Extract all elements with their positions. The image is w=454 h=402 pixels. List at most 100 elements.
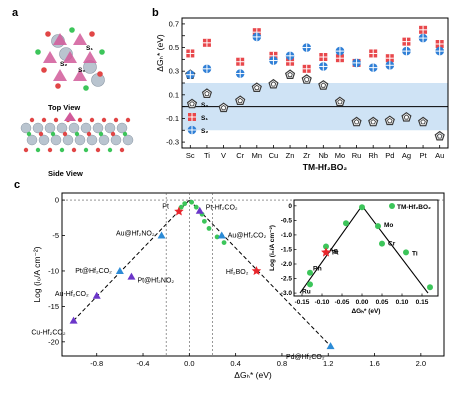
inset-pt-label: Pt: [332, 249, 339, 256]
data-point-label: Au-Hf₂CO₂: [55, 291, 89, 298]
pentagon-inner: [303, 76, 310, 82]
data-point-square-plus: [335, 54, 344, 63]
x-tick-label: Mn: [252, 151, 262, 160]
x-tick-label: Nb: [319, 151, 329, 160]
data-point-triangle: [326, 342, 335, 350]
small-atom: [83, 85, 89, 91]
data-point-pentagon: [284, 69, 296, 80]
data-point-circle-plus: [252, 32, 262, 42]
small-atom: [50, 131, 56, 137]
y-tick-label: 0.5: [169, 43, 179, 52]
x-axis-label: ΔGₕ* (eV): [234, 370, 272, 380]
x-tick-label: Sc: [186, 151, 195, 160]
small-atom: [74, 131, 80, 137]
data-point-circle-plus: [235, 69, 245, 78]
tm-polyhedron: [83, 51, 97, 63]
panel-b: b -0.3 -0.1 0.1 0.3 0.5 0.7 Sc Ti V Cr Mn Cu Zn Zr Nb M…: [152, 7, 449, 172]
x-tick-label: Rh: [368, 151, 378, 160]
x-tick-label: Pd: [385, 151, 394, 160]
y-tick-label: -0.3: [166, 138, 179, 147]
small-atom: [38, 131, 44, 137]
y-tick-label: 0: [55, 196, 59, 205]
panel-b-label: b: [152, 7, 159, 19]
pentagon-marker: [318, 80, 329, 90]
small-atom: [71, 147, 77, 153]
inset-x-tick-label: -0.15: [295, 299, 310, 306]
y-tick-label: -20: [48, 337, 59, 346]
data-point-square-plus: [369, 49, 378, 58]
data-point-circle-plus: [302, 43, 311, 52]
inset-x-tick-label: 0.15: [416, 299, 429, 306]
x-tick-label: 0.4: [230, 359, 240, 368]
side-view-label: Side View: [48, 169, 83, 178]
x-tick-label: -0.8: [90, 359, 103, 368]
small-atom: [29, 117, 35, 123]
data-point-pentagon: [384, 115, 395, 126]
small-atom: [55, 83, 61, 89]
small-atom: [113, 117, 119, 123]
data-point-triangle: [115, 266, 124, 274]
small-atom: [59, 147, 65, 153]
top-view-structure: S₁ S₂ S₀: [35, 27, 105, 91]
y-tick-label: 0.1: [169, 90, 179, 99]
pentagon-inner: [204, 90, 210, 96]
small-atom: [45, 31, 51, 37]
small-atom: [41, 67, 47, 73]
hf-atom: [116, 122, 128, 134]
y-tick-label: -5: [52, 231, 59, 240]
data-point-triangle: [127, 272, 136, 280]
inset-data-point: [307, 269, 313, 276]
volcano-line-left: [73, 199, 190, 321]
tm-polyhedron: [73, 69, 87, 81]
data-point-pentagon: [334, 96, 346, 107]
panel-c: c -0.8 -0.4 0.0 0.4 0.8 1.2 1.6 2.0 0 -5 -10 -15 -20…: [14, 179, 445, 380]
pentagon-marker: [417, 116, 429, 127]
data-point-circle-plus: [402, 46, 411, 56]
data-point-triangle: [92, 291, 101, 299]
small-atom: [125, 117, 131, 123]
data-point-star: [174, 206, 184, 216]
data-point-square-plus: [419, 25, 428, 34]
data-point-pentagon: [401, 111, 412, 122]
small-atom: [119, 147, 125, 153]
inset-point-label: Ag: [329, 248, 338, 255]
y-tick-label: -10: [48, 266, 59, 275]
hf-atom: [98, 134, 110, 146]
hf-atom: [110, 134, 122, 146]
inset-y-tick-label: -2.5: [281, 276, 293, 283]
pentagon-inner: [353, 119, 360, 125]
tm-polyhedron: [53, 33, 67, 45]
inset-data-point: [343, 220, 349, 227]
hf-atom: [80, 122, 92, 134]
pentagon-inner: [436, 133, 443, 139]
inset-x-tick-label: 0.00: [356, 299, 369, 306]
x-tick-label: Cu: [269, 151, 279, 160]
data-point-star: [251, 266, 262, 275]
inset-data-point: [403, 249, 409, 256]
data-point-square-plus: [385, 54, 394, 63]
pentagon-marker: [186, 98, 198, 109]
pentagon-marker: [284, 69, 296, 80]
tm-hf2bo2-point: [193, 204, 199, 210]
x-tick-label: 0.0: [184, 359, 194, 368]
data-point-circle-plus: [385, 60, 395, 70]
x-tick-label: 1.6: [369, 359, 379, 368]
pentagon-inner: [270, 81, 277, 87]
x-tick-label: Zn: [286, 151, 295, 160]
x-tick-label: 2.0: [416, 359, 426, 368]
x-tick-label: Ru: [352, 151, 362, 160]
inset-data-point: [307, 281, 313, 288]
inset-point-label: Ti: [412, 250, 418, 257]
pentagon-inner: [420, 119, 426, 125]
small-atom: [95, 147, 101, 153]
small-atom: [107, 147, 113, 153]
hf-atom: [86, 134, 98, 146]
data-point-label: Au@Hf₂CO₂: [228, 233, 267, 240]
pentagon-marker: [368, 116, 379, 127]
pentagon-marker: [351, 116, 362, 127]
y-axis-label: ΔGₕ* (eV): [155, 34, 165, 72]
site-label-s2: S₂: [60, 61, 67, 68]
pentagon-inner: [403, 114, 410, 120]
inset-volcano-right: [361, 205, 429, 294]
small-atom: [41, 117, 47, 123]
